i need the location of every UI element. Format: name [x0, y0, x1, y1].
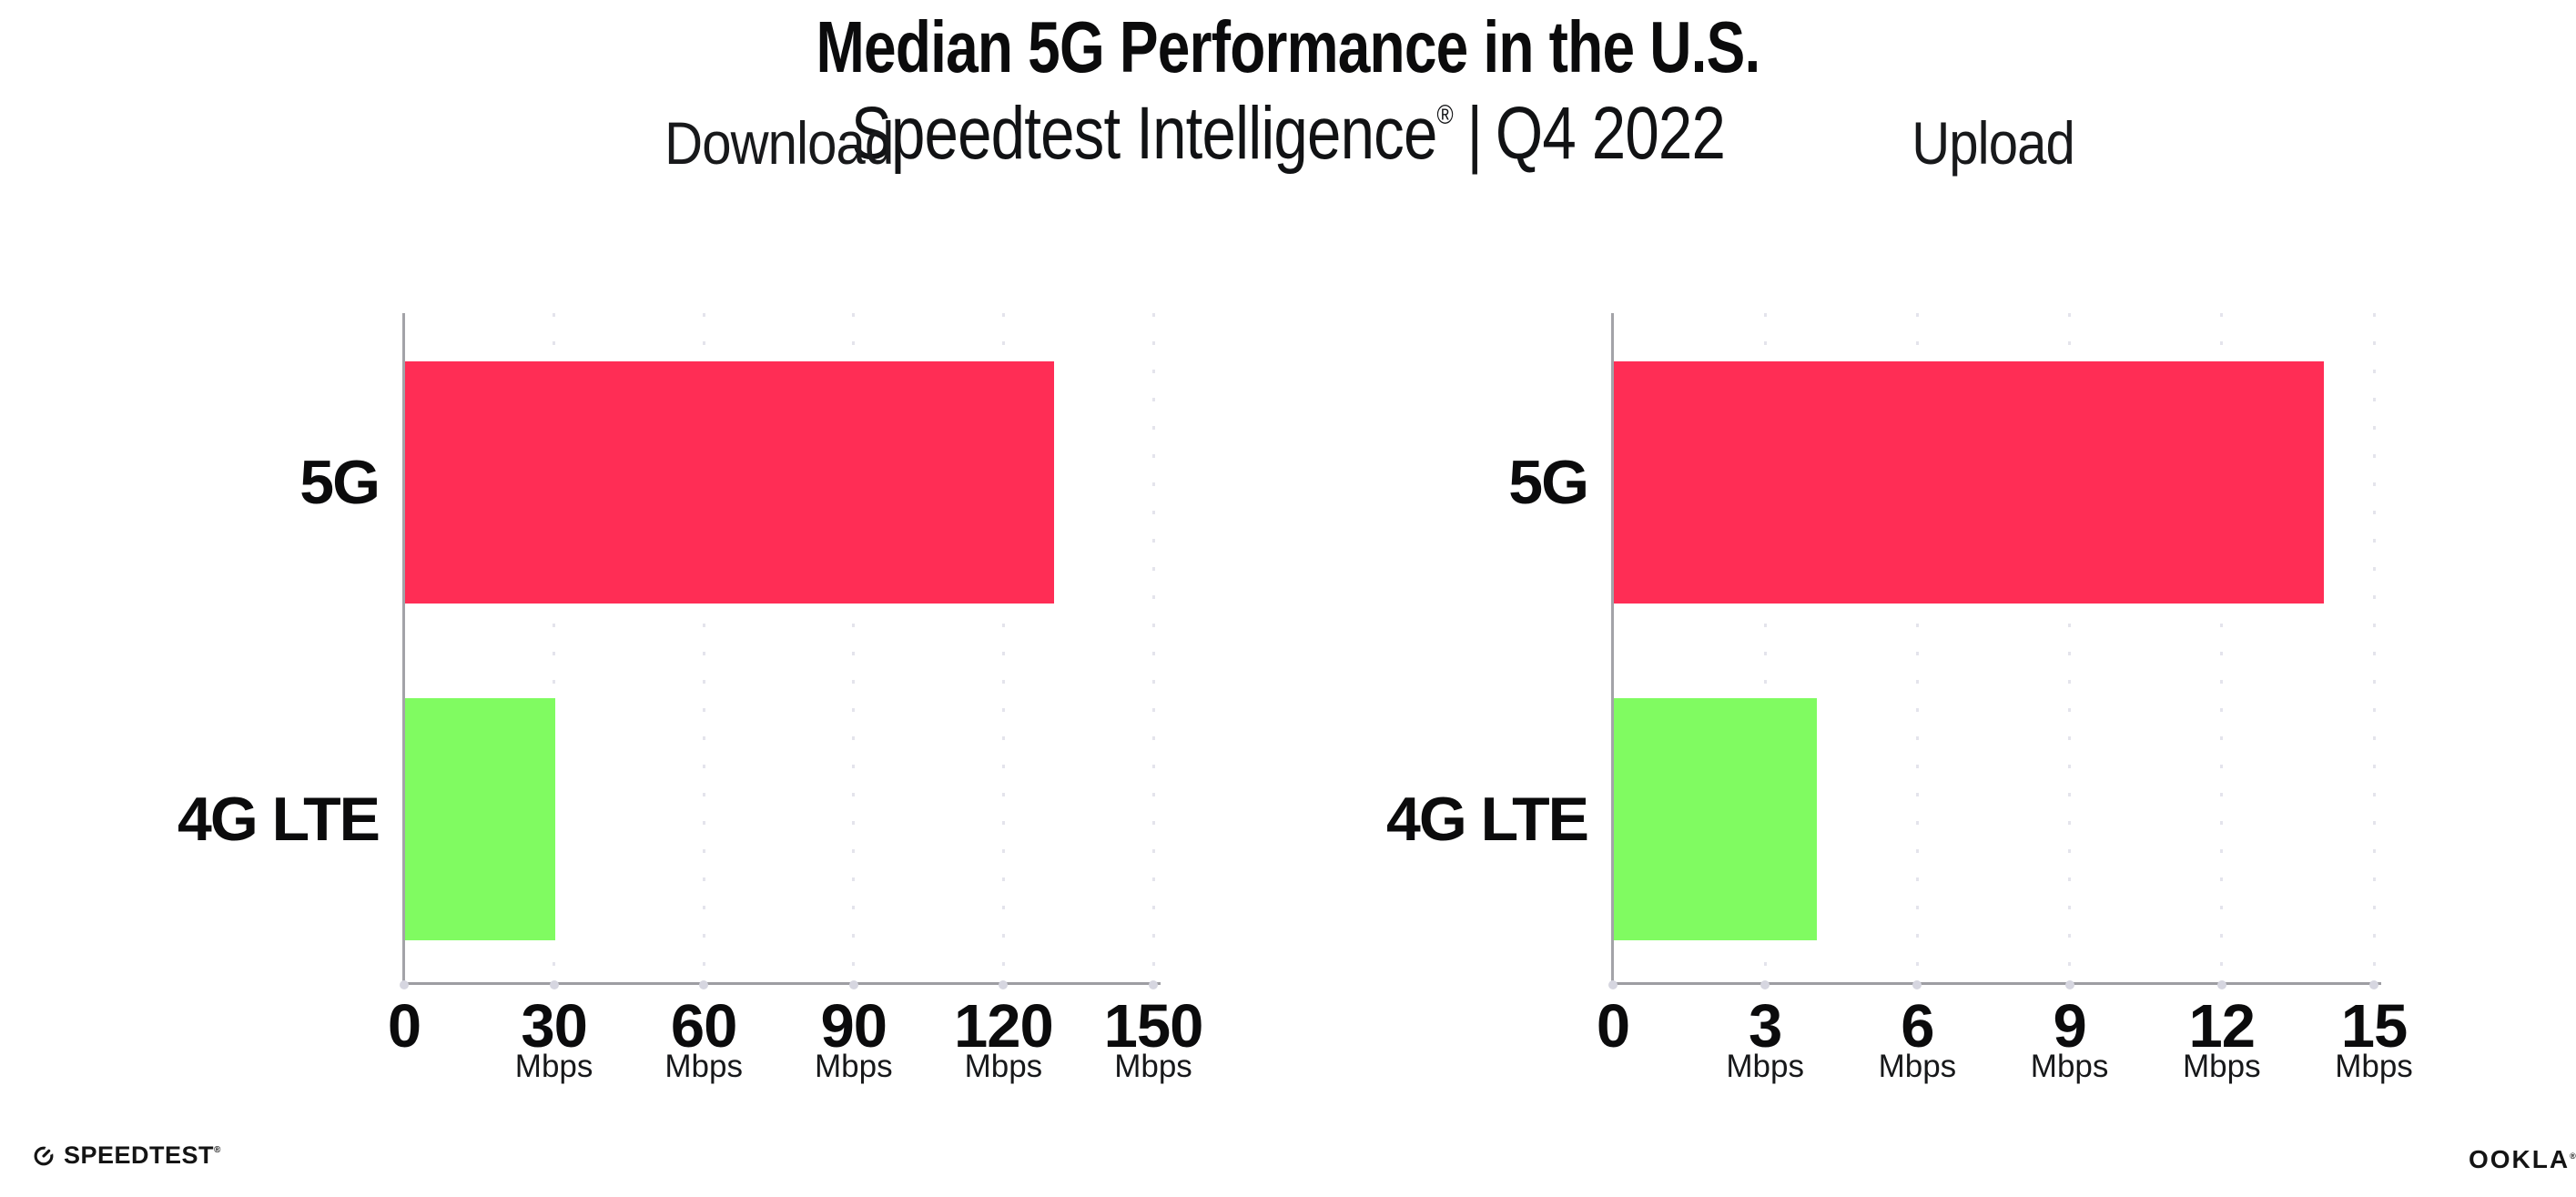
axis-tick-dot	[999, 980, 1009, 989]
gridline	[1001, 313, 1005, 984]
category-label: 4G LTE	[177, 785, 380, 854]
bar-4g-lte	[405, 698, 555, 940]
x-tick-label: 0	[387, 992, 421, 1060]
bar-5g	[1614, 361, 2325, 604]
x-tick-label: 15	[2340, 992, 2409, 1060]
axis-tick-dot	[699, 980, 709, 989]
category-label: 5G	[1508, 448, 1589, 517]
subtitle-separator: |	[1466, 92, 1483, 175]
x-tick-unit-label: Mbps	[1878, 1049, 1957, 1084]
subtitle-brand: Speedtest Intelligence	[850, 92, 1437, 175]
upload-chart-title: Upload	[1912, 109, 2076, 177]
x-tick-label: 6	[1901, 992, 1934, 1060]
x-tick-label: 12	[2188, 992, 2257, 1060]
speedtest-gauge-icon	[33, 1145, 55, 1167]
gridline	[1151, 313, 1155, 984]
x-tick-unit-label: Mbps	[2030, 1049, 2109, 1084]
x-tick-unit-label: Mbps	[1726, 1049, 1804, 1084]
x-tick-unit-label: Mbps	[1114, 1049, 1192, 1084]
axis-tick-dot	[400, 980, 409, 989]
speedtest-registered-mark-icon: ®	[214, 1145, 221, 1155]
gridline	[1915, 313, 1919, 984]
axis-tick-dot	[2369, 980, 2378, 989]
x-tick-label: 3	[1749, 992, 1782, 1060]
axis-tick-dot	[1149, 980, 1158, 989]
ookla-logo: OOKLA®	[2469, 1145, 2576, 1173]
category-label: 4G LTE	[1386, 785, 1589, 854]
x-tick-label: 120	[953, 992, 1054, 1060]
speedtest-logo: SPEEDTEST®	[33, 1143, 221, 1168]
registered-mark-icon: ®	[1436, 100, 1454, 130]
axis-tick-dot	[549, 980, 559, 989]
gridline	[553, 313, 556, 984]
axis-tick-dot	[1912, 980, 1922, 989]
x-tick-unit-label: Mbps	[664, 1049, 743, 1084]
x-tick-unit-label: Mbps	[964, 1049, 1043, 1084]
gridline	[1763, 313, 1767, 984]
axis-tick-dot	[848, 980, 858, 989]
page-title: Median 5G Performance in the U.S.	[816, 6, 1761, 87]
x-tick-unit-label: Mbps	[2335, 1049, 2413, 1084]
bar-5g	[405, 361, 1055, 604]
gridline	[702, 313, 705, 984]
y-axis-line	[402, 313, 405, 986]
ookla-registered-mark-icon: ®	[2570, 1151, 2576, 1161]
x-tick-label: 60	[670, 992, 738, 1060]
x-tick-unit-label: Mbps	[2183, 1049, 2261, 1084]
download-chart-title: Download	[664, 109, 894, 177]
x-tick-unit-label: Mbps	[815, 1049, 893, 1084]
axis-tick-dot	[2216, 980, 2226, 989]
axis-tick-dot	[2064, 980, 2074, 989]
x-axis-line	[1611, 982, 2381, 985]
page-subtitle: Speedtest Intelligence® | Q4 2022	[232, 92, 2345, 175]
speedtest-wordmark: SPEEDTEST®	[64, 1141, 221, 1169]
x-tick-label: 90	[820, 992, 888, 1060]
x-tick-label: 9	[2053, 992, 2086, 1060]
gridline	[2068, 313, 2072, 984]
subtitle-period: Q4 2022	[1495, 92, 1726, 175]
category-label: 5G	[299, 448, 380, 517]
axis-tick-dot	[1608, 980, 1618, 989]
y-axis-line	[1611, 313, 1614, 986]
x-axis-line	[402, 982, 1161, 985]
x-tick-unit-label: Mbps	[514, 1049, 593, 1084]
gridline	[2220, 313, 2224, 984]
bar-4g-lte	[1614, 698, 1817, 940]
gridline	[2372, 313, 2376, 984]
gridline	[852, 313, 856, 984]
x-tick-label: 30	[521, 992, 588, 1060]
x-tick-label: 150	[1103, 992, 1204, 1060]
axis-tick-dot	[1760, 980, 1770, 989]
x-tick-label: 0	[1596, 992, 1630, 1060]
